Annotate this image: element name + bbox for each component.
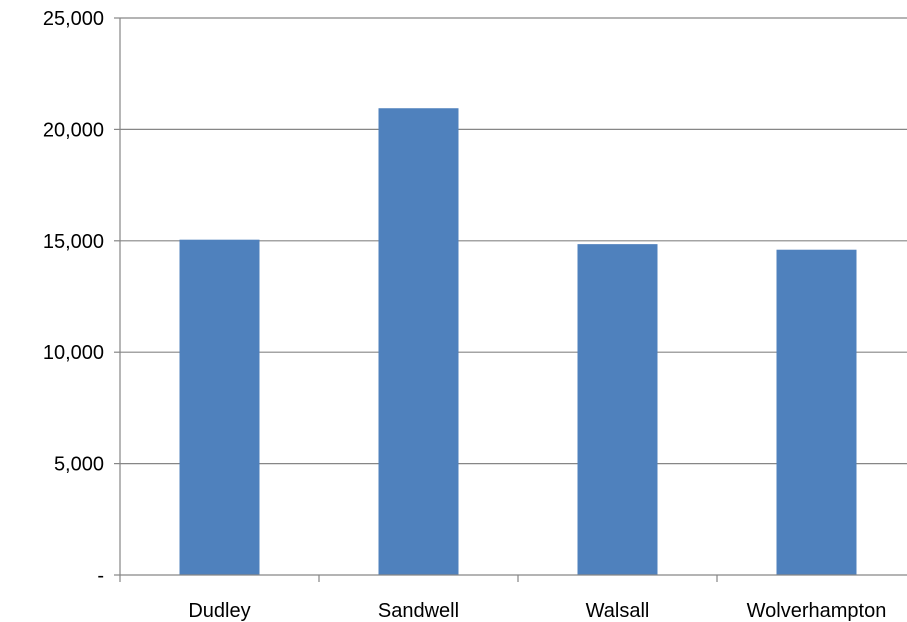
y-tick-label: 25,000 (43, 8, 104, 30)
bar-wolverhampton (776, 249, 857, 575)
y-tick-label: - (97, 565, 104, 587)
y-tick-label: 20,000 (43, 119, 104, 141)
x-tick-label: Wolverhampton (747, 600, 887, 622)
bar-dudley (179, 239, 260, 575)
x-tick-label: Dudley (188, 600, 250, 622)
bars (179, 108, 857, 575)
bar-walsall (577, 244, 658, 575)
bar-sandwell (378, 108, 459, 575)
y-tick-label: 5,000 (54, 454, 104, 476)
tick-labels: - 5,000 10,000 15,000 20,000 25,000 Dudley Sand… (43, 8, 887, 622)
y-tick-label: 10,000 (43, 342, 104, 364)
axes (114, 17, 907, 582)
x-tick-label: Sandwell (378, 600, 459, 622)
x-tick-label: Walsall (586, 600, 650, 622)
y-tick-label: 15,000 (43, 231, 104, 253)
